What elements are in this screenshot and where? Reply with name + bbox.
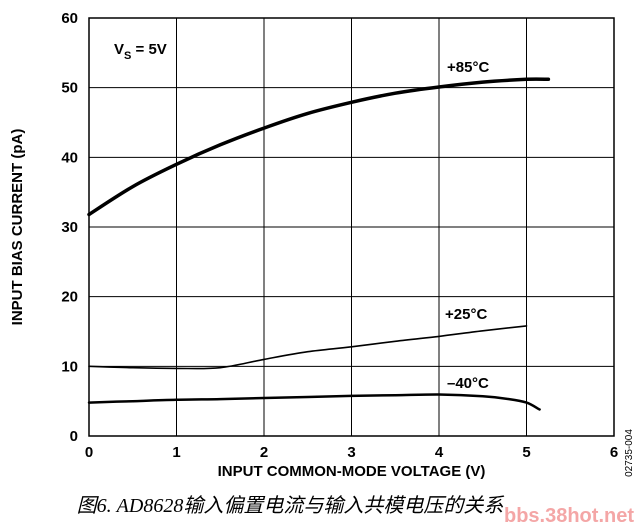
supply-voltage-label: VS = 5V [114, 41, 167, 62]
series-line-minus40c [87, 393, 541, 411]
supply-voltage-subscript: S [124, 50, 131, 62]
series-label-85c: +85°C [447, 59, 489, 76]
y-tick-label: 50 [61, 80, 78, 97]
y-tick-label: 20 [61, 289, 78, 306]
series-line-25c [88, 325, 528, 370]
y-tick-label: 10 [61, 358, 78, 375]
figure-caption: 图6. AD8628输入偏置电流与输入共模电压的关系 [76, 495, 504, 517]
x-axis-title: INPUT COMMON-MODE VOLTAGE (V) [218, 463, 486, 480]
x-tick-label: 2 [260, 444, 268, 461]
y-axis-title: INPUT BIAS CURRENT (pA) [9, 129, 26, 326]
series-label-minus40c: –40°C [447, 375, 489, 392]
x-tick-label: 1 [172, 444, 180, 461]
y-tick-label: 40 [61, 149, 78, 166]
watermark: bbs.38hot.net [503, 505, 634, 527]
x-tick-labels: 0 1 2 3 4 5 6 [85, 444, 618, 461]
x-tick-label: 3 [347, 444, 355, 461]
y-tick-label: 60 [61, 10, 78, 27]
figure-code: 02735-004 [624, 429, 635, 477]
x-tick-label: 4 [435, 444, 444, 461]
y-tick-label: 30 [61, 219, 78, 236]
supply-voltage-value: = 5V [131, 41, 166, 58]
x-tick-label: 0 [85, 444, 93, 461]
plot-frame [88, 17, 615, 437]
x-tick-label: 6 [610, 444, 618, 461]
series-label-25c: +25°C [445, 306, 487, 323]
series-lines [87, 77, 551, 411]
x-tick-label: 5 [522, 444, 530, 461]
y-tick-label: 0 [70, 428, 78, 445]
y-tick-labels: 0 10 20 30 40 50 60 [61, 10, 78, 445]
supply-voltage-symbol: V [114, 41, 124, 58]
series-line-85c [87, 77, 551, 217]
